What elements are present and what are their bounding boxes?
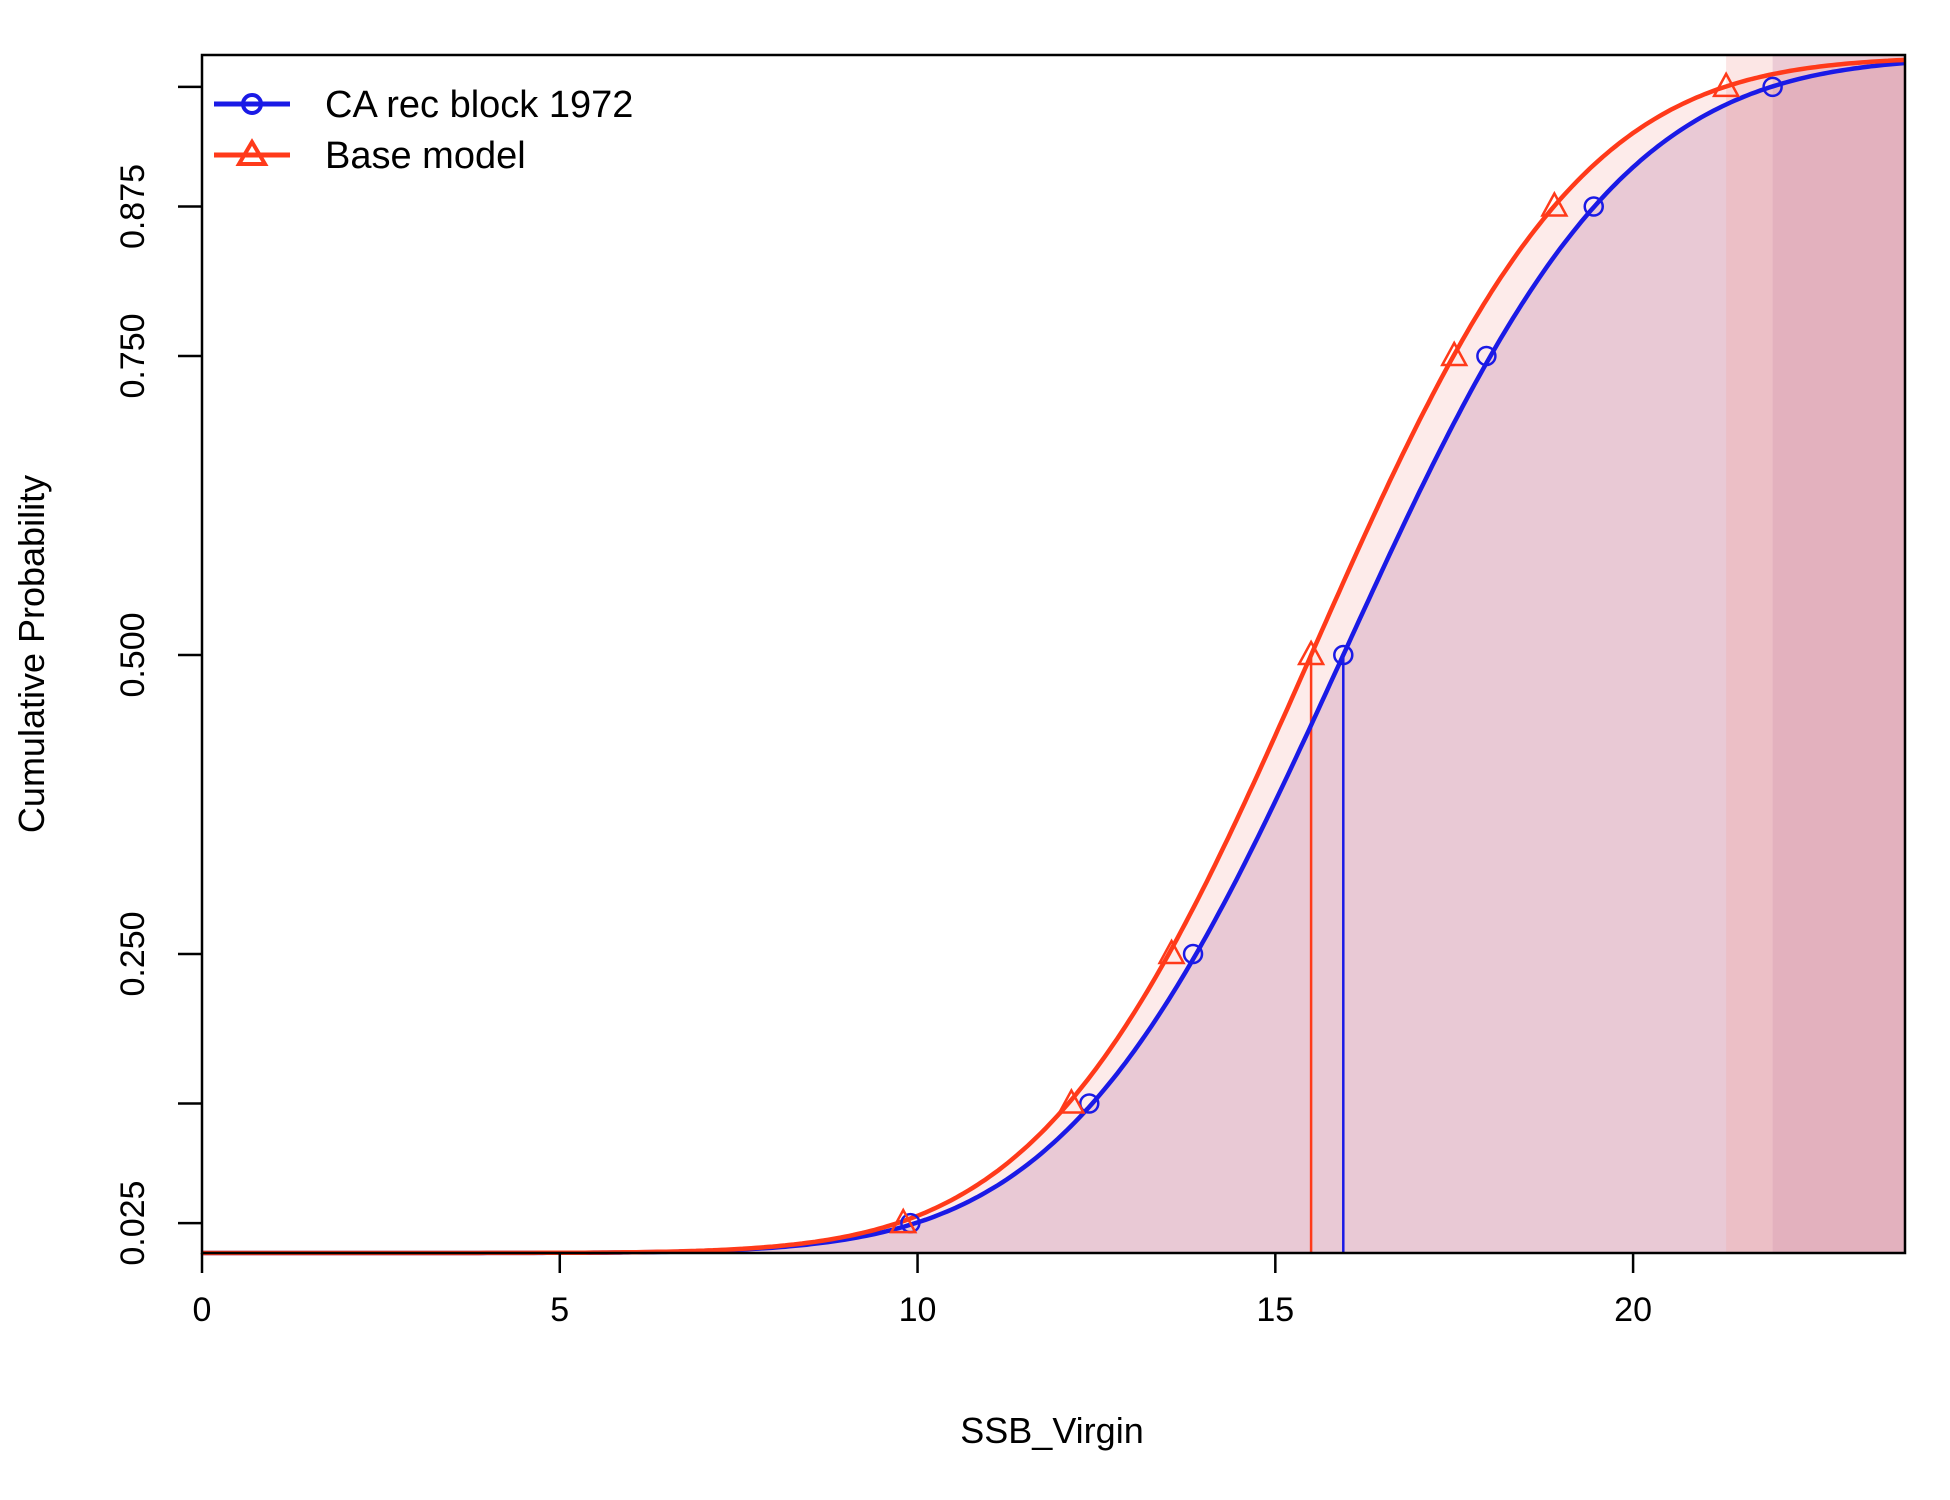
marker-point-1-4 bbox=[1440, 340, 1469, 367]
legend-item-ca-rec-block: CA rec block 1972 bbox=[214, 84, 633, 126]
marker-point-0-4 bbox=[1476, 345, 1497, 367]
legend-label-base-model: Base model bbox=[325, 135, 526, 177]
marker-point-1-6 bbox=[1712, 71, 1741, 98]
upper-tail-band-0 bbox=[1772, 55, 1905, 1253]
marker-point-0-3 bbox=[1333, 644, 1354, 666]
legend-marker-triangle-icon bbox=[235, 138, 269, 166]
marker-point-1-5 bbox=[1540, 190, 1569, 217]
marker-point-1-0 bbox=[889, 1207, 918, 1234]
marker-point-0-2 bbox=[1182, 943, 1204, 965]
marker-point-1-1 bbox=[1057, 1087, 1086, 1114]
marker-point-0-6 bbox=[1762, 76, 1783, 98]
y-tick-label-3: 0.750 bbox=[114, 313, 152, 398]
plot-layers bbox=[202, 55, 1906, 1256]
legend: CA rec block 1972 Base model bbox=[214, 84, 633, 177]
cdf-area-1 bbox=[202, 59, 1905, 1253]
y-tick-label-4: 0.875 bbox=[114, 164, 152, 249]
x-tick-label-1: 5 bbox=[550, 1291, 569, 1329]
y-axis: 0.025 0.250 0.500 0.750 0.875 bbox=[114, 85, 202, 1266]
x-tick-label-0: 0 bbox=[193, 1291, 212, 1329]
y-tick-label-2: 0.500 bbox=[114, 612, 152, 697]
y-tick-label-0: 0.025 bbox=[114, 1181, 152, 1266]
marker-point-0-5 bbox=[1583, 196, 1604, 217]
cdf-area-0 bbox=[202, 63, 1905, 1253]
x-tick-label-2: 10 bbox=[899, 1291, 937, 1329]
x-tick-label-3: 15 bbox=[1256, 1291, 1294, 1329]
legend-label-ca-rec-block: CA rec block 1972 bbox=[325, 84, 633, 126]
y-tick-label-1: 0.250 bbox=[114, 911, 152, 996]
x-axis: 0 5 10 15 20 bbox=[193, 1253, 1652, 1329]
legend-marker-circle-icon bbox=[241, 93, 263, 115]
x-axis-title: SSB_Virgin bbox=[960, 1410, 1143, 1451]
upper-tail-band-1 bbox=[1726, 55, 1905, 1253]
x-tick-label-4: 20 bbox=[1614, 1291, 1652, 1329]
marker-point-1-2 bbox=[1157, 938, 1186, 965]
marker-point-0-1 bbox=[1079, 1093, 1100, 1114]
marker-point-1-3 bbox=[1296, 639, 1326, 666]
legend-item-base-model: Base model bbox=[214, 135, 526, 177]
y-axis-title: Cumulative Probability bbox=[11, 475, 52, 833]
